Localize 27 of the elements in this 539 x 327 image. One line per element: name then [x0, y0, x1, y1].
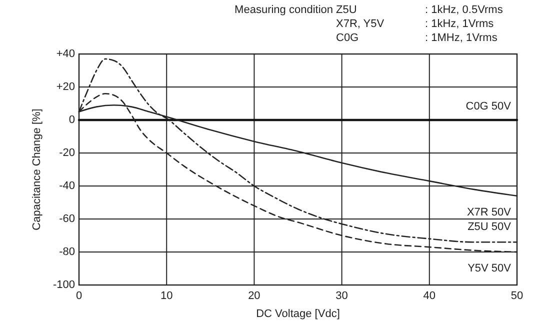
y-tick-label: -80 — [59, 246, 75, 258]
y-tick-label: +40 — [56, 48, 75, 60]
y-axis-title: Capacitance Change [%] — [31, 108, 43, 230]
series-label: C0G 50V — [466, 100, 512, 113]
text: Measuring condition — [234, 4, 333, 16]
y-tick-label: -100 — [52, 278, 75, 291]
series-label: X7R 50V — [466, 206, 512, 218]
x-tick-label: 30 — [336, 290, 348, 302]
y-tick-label: -40 — [59, 180, 75, 192]
text: X7R, Y5V — [336, 18, 385, 30]
text: : 1kHz, 0.5Vrms — [425, 4, 504, 16]
x-tick-label: 50 — [510, 290, 524, 302]
y-tick-label: 0 — [68, 114, 75, 126]
x-tick-label: 40 — [423, 290, 436, 302]
x-tick-label: 20 — [248, 290, 260, 302]
x-axis-title: DC Voltage [Vdc] — [256, 308, 340, 320]
x-tick-label: 0 — [76, 290, 82, 302]
series-label: Z5U 50V — [468, 221, 512, 234]
x-tick-label: 10 — [160, 290, 173, 302]
text: C0G — [336, 32, 359, 44]
text: : 1kHz, 1Vrms — [425, 18, 494, 30]
series-label: Y5V 50V — [468, 262, 512, 274]
text: : 1MHz, 1Vrms — [425, 32, 498, 44]
y-tick-label: +20 — [56, 80, 75, 93]
y-tick-label: -20 — [59, 146, 75, 159]
text: Z5U — [336, 4, 357, 16]
y-tick-label: -60 — [59, 212, 75, 225]
